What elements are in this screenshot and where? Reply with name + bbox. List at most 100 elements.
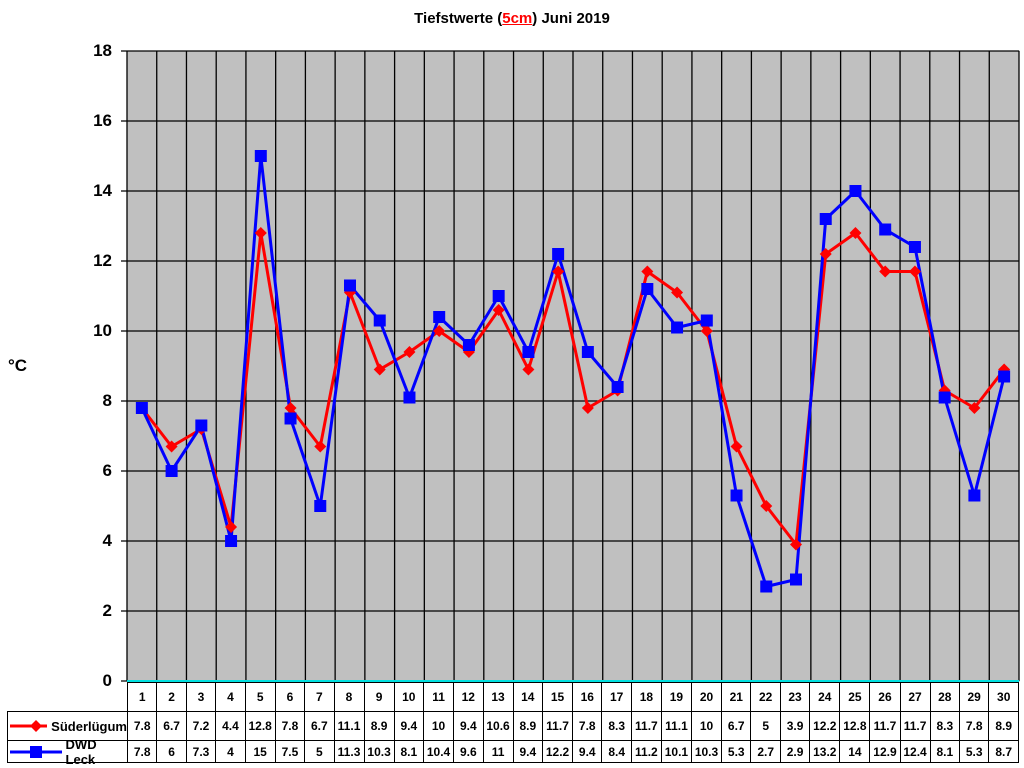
table-cell: 12.8 — [839, 711, 871, 741]
diamond-marker — [522, 363, 535, 376]
table-cell: 2 — [156, 682, 187, 712]
table-cell: 7.8 — [126, 711, 158, 741]
table-cell: 17 — [601, 682, 632, 712]
red-diamond-line-icon — [10, 720, 48, 732]
table-cell: 11 — [423, 682, 455, 712]
square-marker — [938, 391, 951, 404]
table-cell: 13.2 — [809, 740, 841, 763]
table-cell: 11.2 — [630, 740, 662, 763]
square-marker — [611, 381, 624, 393]
table-cell: 30 — [988, 682, 1019, 712]
table-cell: 3 — [185, 682, 217, 712]
table-cell: 11.7 — [630, 711, 662, 741]
blue-square-line-icon — [10, 745, 62, 758]
diamond-marker — [700, 325, 713, 337]
table-cell: 7 — [304, 682, 335, 712]
table-cell: 25 — [839, 682, 871, 712]
table-cell: 8.3 — [929, 711, 960, 741]
y-tick-label: 10 — [93, 321, 112, 340]
x-axis-day-table: 1 2 3 4 5 6 7 8 9 10 11 12 13 14 15 16 17 18 19 20 21 22 23 24 2… — [126, 682, 1019, 763]
legend-item-dwd-leck: DWD Leck — [7, 737, 127, 767]
diamond-marker — [819, 248, 832, 260]
square-marker — [403, 391, 416, 404]
diamond-marker — [671, 286, 684, 299]
table-cell: 1 — [126, 682, 158, 712]
table-cell: 10.3 — [363, 740, 395, 763]
table-cell: 11.3 — [333, 740, 365, 763]
table-cell: 8.9 — [363, 711, 395, 741]
square-marker — [700, 314, 713, 327]
table-cell: 4 — [215, 740, 246, 763]
table-cell: 12.8 — [244, 711, 276, 741]
y-tick-label: 4 — [102, 531, 112, 550]
table-cell: 20 — [690, 682, 723, 712]
table-cell: 26 — [869, 682, 901, 712]
square-marker — [165, 465, 178, 477]
chart-title: Tiefstwerte (5cm) Juni 2019 — [414, 10, 610, 27]
square-marker — [879, 223, 892, 236]
series-line-1 — [140, 154, 1006, 588]
square-marker — [849, 185, 862, 197]
table-cell: 2.9 — [779, 740, 811, 763]
square-marker — [225, 535, 238, 547]
square-marker — [195, 419, 208, 432]
square-marker — [314, 500, 327, 512]
table-cell: 5 — [750, 711, 781, 741]
table-cell: 6.7 — [721, 711, 752, 741]
legend-label: DWD Leck — [65, 736, 97, 767]
diamond-marker — [433, 325, 446, 337]
table-cell: 12.9 — [869, 740, 901, 763]
table-cell: 7.3 — [185, 740, 217, 763]
square-marker — [819, 213, 832, 225]
table-cell: 13 — [482, 682, 514, 712]
table-cell: 27 — [899, 682, 931, 712]
square-marker — [344, 279, 356, 292]
square-marker — [433, 311, 446, 323]
square-marker — [730, 489, 743, 502]
table-cell: 10.6 — [482, 711, 514, 741]
table-cell: 4 — [215, 682, 246, 712]
diamond-marker — [225, 521, 238, 533]
table-cell: 16 — [572, 682, 603, 712]
diamond-marker — [254, 227, 267, 239]
table-cell: 6.7 — [304, 711, 335, 741]
square-marker — [908, 241, 921, 253]
diamond-marker — [908, 265, 921, 278]
table-cell: 5 — [304, 740, 335, 763]
table-cell: 3.9 — [779, 711, 811, 741]
diamond-marker — [492, 304, 505, 316]
table-cell: 14 — [512, 682, 543, 712]
table-cell: 6 — [156, 740, 187, 763]
table-cell: 5.3 — [721, 740, 752, 763]
y-tick-label: 6 — [102, 461, 112, 480]
table-cell: 10 — [690, 711, 723, 741]
table-cell: 8.1 — [929, 740, 960, 763]
series-row-suederluegum: 7.8 6.7 7.2 4.4 12.8 7.8 6.7 11.1 8.9 9.4 10 9.4 10.… — [126, 711, 1019, 741]
day-header-row: 1 2 3 4 5 6 7 8 9 10 11 12 13 14 15 16 17 18 19 20 21 22 23 24 2… — [126, 682, 1019, 712]
y-tick-label: 0 — [102, 671, 112, 690]
diamond-marker — [849, 227, 862, 239]
table-cell: 6 — [274, 682, 306, 712]
table-cell: 9.4 — [512, 740, 543, 763]
table-cell: 24 — [809, 682, 841, 712]
y-tick-label: 2 — [102, 601, 112, 620]
diamond-marker — [373, 363, 386, 376]
diamond-marker — [552, 265, 565, 278]
diamond-marker — [879, 265, 892, 278]
table-cell: 29 — [958, 682, 990, 712]
table-cell: 9.6 — [453, 740, 484, 763]
table-cell: 5 — [244, 682, 276, 712]
table-cell: 5.3 — [958, 740, 990, 763]
square-marker — [492, 290, 505, 302]
diamond-marker — [284, 402, 297, 414]
table-cell: 7.8 — [958, 711, 990, 741]
square-marker — [552, 248, 565, 260]
table-cell: 23 — [779, 682, 811, 712]
table-cell: 12 — [453, 682, 484, 712]
table-cell: 11.1 — [660, 711, 692, 741]
table-cell: 10.3 — [690, 740, 723, 763]
table-cell: 9 — [363, 682, 395, 712]
table-cell: 7.8 — [126, 740, 158, 763]
diamond-marker — [760, 500, 773, 512]
diamond-marker — [790, 538, 802, 551]
